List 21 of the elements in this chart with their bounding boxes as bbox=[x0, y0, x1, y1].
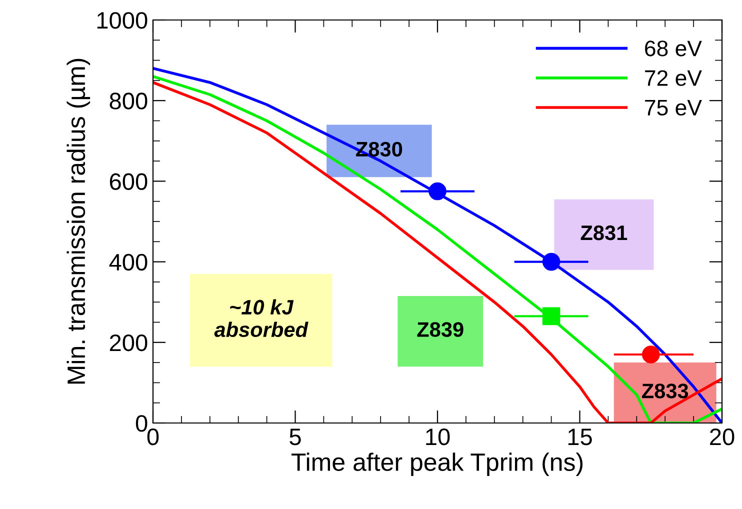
y-tick-label: 800 bbox=[110, 92, 148, 110]
x-tick-label: 10 bbox=[426, 428, 450, 446]
y-tick-label: 200 bbox=[110, 334, 148, 352]
y-tick-label: 400 bbox=[109, 254, 148, 271]
y-axis-title: Min. transmission radius (µm) bbox=[66, 58, 90, 384]
annotation: Z833 bbox=[642, 384, 688, 398]
annotation: Z839 bbox=[417, 322, 464, 337]
annotation: Z830 bbox=[356, 142, 402, 157]
legend-label: 72 eV bbox=[645, 70, 702, 86]
y-tick-label: 0 bbox=[136, 415, 148, 432]
annotation: ~10 kJ absorbed bbox=[214, 299, 308, 338]
x-tick-label: 20 bbox=[710, 428, 734, 446]
x-axis-title: Time after peak Tprim (ns) bbox=[292, 452, 583, 476]
x-tick-label: 5 bbox=[290, 428, 301, 446]
x-tick-label: 0 bbox=[147, 428, 159, 446]
annotation: Z831 bbox=[580, 225, 628, 240]
x-tick-label: 15 bbox=[568, 428, 592, 446]
y-tick-label: 600 bbox=[110, 173, 148, 190]
legend-label: 68 eV bbox=[645, 40, 702, 56]
legend-label: 75 eV bbox=[645, 100, 702, 116]
y-tick-label: 1000 bbox=[97, 12, 148, 29]
